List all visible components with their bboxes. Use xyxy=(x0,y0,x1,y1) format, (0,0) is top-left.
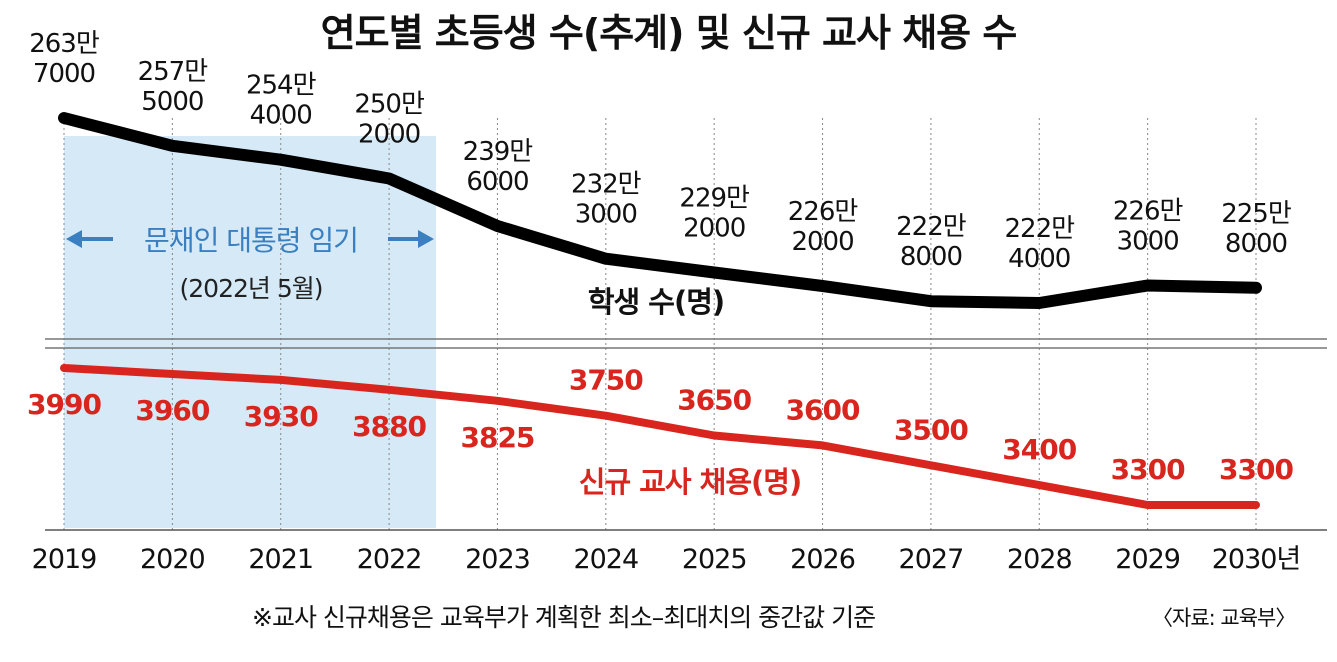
x-tick-label-2019: 2019 xyxy=(32,544,97,575)
student-label-2023: 239만 xyxy=(463,137,533,167)
student-label-2024: 232만 xyxy=(571,170,641,200)
student-label-sub-2025: 2000 xyxy=(683,214,745,244)
student-label-sub-2022: 2000 xyxy=(358,119,420,149)
x-tick-label-2024: 2024 xyxy=(573,544,638,575)
x-tick-label-2028: 2028 xyxy=(1007,544,1072,575)
student-label-2022: 250만 xyxy=(354,89,424,119)
teacher-label-2022: 3880 xyxy=(352,410,426,443)
teacher-label-2027: 3500 xyxy=(894,413,968,446)
x-tick-label-2029: 2029 xyxy=(1115,544,1180,575)
student-label-2020: 257만 xyxy=(138,57,208,87)
x-tick-label-2030: 2030년 xyxy=(1212,544,1301,575)
teacher-line xyxy=(60,364,1260,509)
student-series-name: 학생 수(명) xyxy=(588,285,724,319)
student-label-2028: 222만 xyxy=(1004,214,1074,244)
student-label-sub-2028: 4000 xyxy=(1008,244,1070,274)
student-label-sub-2030: 8000 xyxy=(1225,229,1287,259)
chart-title: 연도별 초등생 수(추계) 및 신규 교사 채용 수 xyxy=(320,11,1018,55)
teacher-series-name: 신규 교사 채용(명) xyxy=(579,465,801,499)
teacher-label-2024: 3750 xyxy=(569,364,643,397)
teacher-label-2030: 3300 xyxy=(1219,453,1293,486)
teacher-series: 3990 3960 3930 3880 3825 3750 3650 3600 3500 3400… xyxy=(27,364,1294,509)
teacher-label-2019: 3990 xyxy=(27,388,101,421)
student-label-2025: 229만 xyxy=(679,184,749,214)
era-shade xyxy=(64,136,436,528)
teacher-label-2023: 3825 xyxy=(460,421,534,454)
gridlines xyxy=(45,118,1327,530)
x-tick-label-2020: 2020 xyxy=(140,544,205,575)
teacher-label-2028: 3400 xyxy=(1002,433,1076,466)
student-line xyxy=(58,112,1262,309)
student-label-2029: 226만 xyxy=(1113,197,1183,227)
x-tick-label-2022: 2022 xyxy=(357,544,422,575)
era-arrow-left-head xyxy=(66,230,82,248)
student-label-sub-2019: 7000 xyxy=(33,59,95,89)
source-note: 〈자료: 교육부〉 xyxy=(1152,606,1296,630)
teacher-label-2021: 3930 xyxy=(244,400,318,433)
x-tick-label-2021: 2021 xyxy=(248,544,313,575)
student-label-2019: 263만 xyxy=(29,29,99,59)
teacher-label-2025: 3650 xyxy=(677,384,751,417)
student-label-2027: 222만 xyxy=(896,212,966,242)
student-label-sub-2026: 2000 xyxy=(791,227,853,257)
student-label-sub-2024: 3000 xyxy=(575,200,637,230)
student-label-2030: 225만 xyxy=(1221,199,1291,229)
x-tick-label-2026: 2026 xyxy=(790,544,855,575)
x-tick-label-2025: 2025 xyxy=(682,544,747,575)
student-label-sub-2020: 5000 xyxy=(141,87,203,117)
student-label-sub-2029: 3000 xyxy=(1117,227,1179,257)
student-label-sub-2021: 4000 xyxy=(250,101,312,131)
era-arrow-right-head xyxy=(418,230,434,248)
teacher-label-2029: 3300 xyxy=(1111,453,1185,486)
x-tick-label-2027: 2027 xyxy=(899,544,964,575)
student-label-2026: 226만 xyxy=(788,197,858,227)
teacher-label-2020: 3960 xyxy=(135,394,209,427)
x-axis: 2019 2020 2021 2022 2023 2024 2025 2026 2027 2028… xyxy=(32,529,1327,575)
teacher-label-2026: 3600 xyxy=(786,393,860,426)
era-sublabel: (2022년 5월) xyxy=(180,274,323,303)
student-label-sub-2023: 6000 xyxy=(466,167,528,197)
student-label-sub-2027: 8000 xyxy=(900,242,962,272)
era-region xyxy=(64,136,436,528)
era-label: 문재인 대통령 임기 xyxy=(144,224,358,257)
footnote: ※교사 신규채용은 교육부가 계획한 최소–최대치의 중간값 기준 xyxy=(252,603,876,632)
x-tick-label-2023: 2023 xyxy=(465,544,530,575)
student-label-2021: 254만 xyxy=(246,71,316,101)
era-annotation: 문재인 대통령 임기 (2022년 5월) xyxy=(66,224,434,303)
